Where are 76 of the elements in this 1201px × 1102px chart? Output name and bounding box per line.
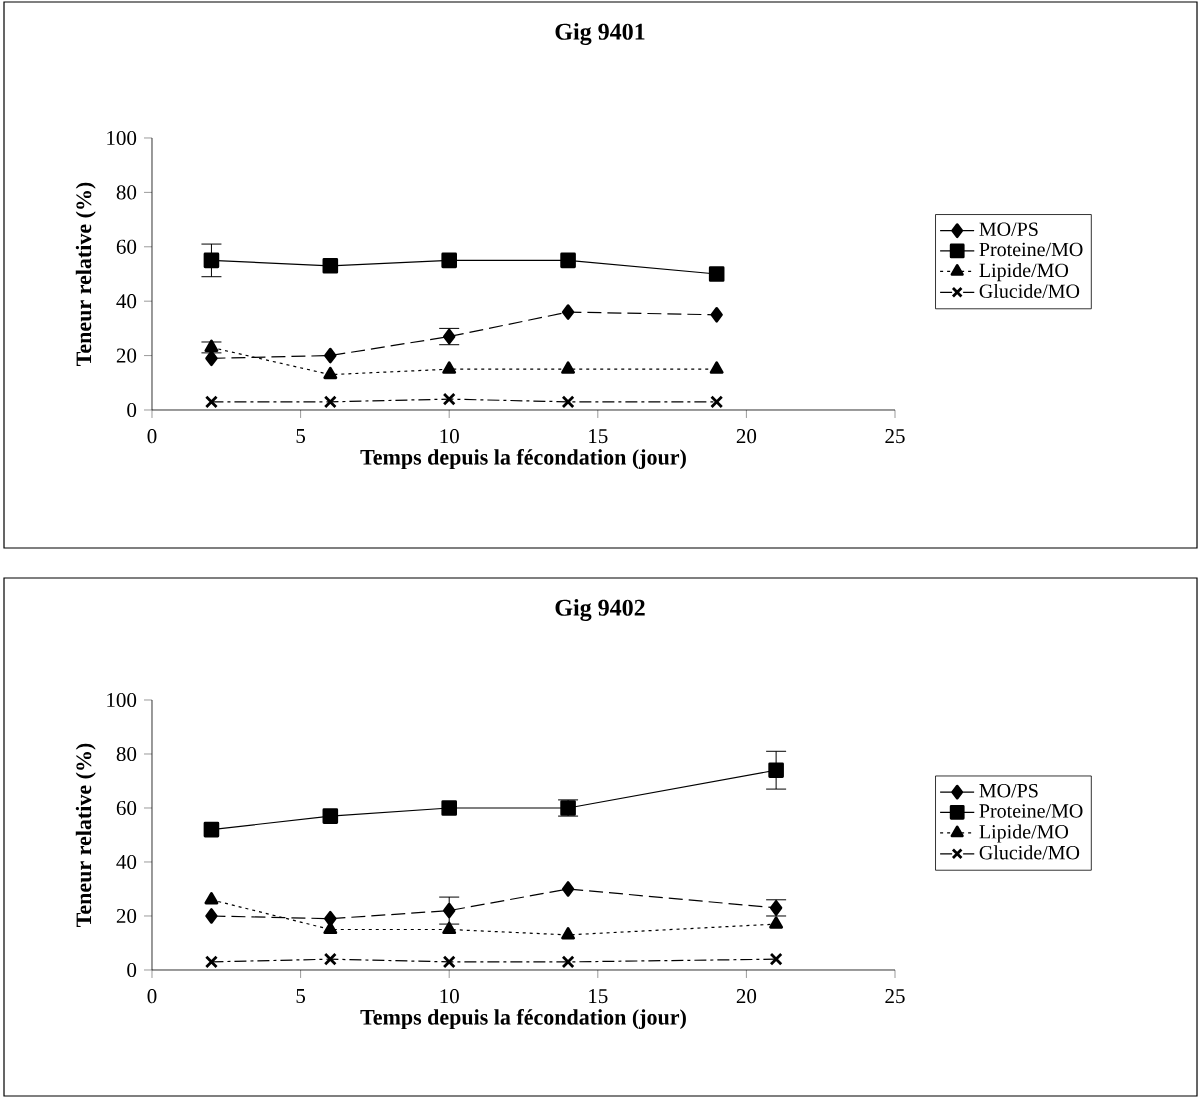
point — [442, 392, 456, 406]
point — [443, 328, 456, 345]
point — [710, 395, 724, 409]
x-tick-label: 10 — [440, 429, 459, 444]
point — [442, 955, 456, 969]
y-tick-label: 0 — [127, 402, 137, 418]
point — [324, 910, 337, 927]
legend-label: Lipide/MO — [979, 263, 1069, 282]
point — [205, 908, 218, 924]
legend-label: Proteine/MO — [979, 242, 1083, 257]
y-tick-label: 40 — [116, 854, 137, 870]
point — [768, 762, 784, 778]
x-tick-label: 25 — [885, 429, 905, 444]
x-tick-label: 5 — [296, 429, 306, 444]
y-tick-label: 60 — [116, 239, 137, 254]
point — [323, 952, 337, 966]
point — [769, 952, 783, 966]
point — [710, 306, 723, 323]
legend-label: MO/PS — [979, 783, 1038, 798]
y-tick-label: 20 — [116, 908, 137, 924]
point — [561, 361, 576, 374]
point — [203, 252, 220, 269]
y-tick-label: 40 — [116, 294, 137, 309]
point — [561, 955, 575, 969]
legend-label: MO/PS — [979, 222, 1038, 236]
point — [204, 395, 218, 409]
point — [708, 266, 725, 282]
y-tick-label: 60 — [116, 800, 137, 816]
point — [204, 891, 219, 905]
x-tick-label: 15 — [589, 429, 608, 444]
y-tick-label: 100 — [107, 692, 137, 708]
point — [441, 800, 457, 816]
point — [561, 395, 575, 409]
legend-label: Lipide/MO — [979, 824, 1069, 843]
x-axis-title: Temps depuis la fécondation (jour) — [360, 1008, 686, 1030]
y-tick-label: 80 — [116, 185, 137, 200]
x-tick-label: 0 — [147, 989, 157, 1004]
point — [324, 347, 337, 364]
x-tick-label: 20 — [736, 989, 757, 1004]
x-tick-label: 0 — [147, 429, 157, 444]
point — [443, 902, 456, 919]
point — [322, 258, 339, 274]
x-tick-label: 20 — [736, 429, 757, 444]
point — [561, 927, 576, 940]
point — [560, 252, 576, 269]
point — [709, 361, 724, 374]
point — [204, 955, 218, 969]
point — [323, 395, 337, 409]
point — [769, 900, 783, 916]
point — [322, 808, 339, 824]
point — [205, 350, 218, 367]
chart-title: Gig 9401 — [555, 22, 645, 45]
legend-label: Proteine/MO — [979, 804, 1083, 818]
point — [441, 252, 457, 269]
x-axis-title: Temps depuis la fécondation (jour) — [360, 448, 686, 470]
y-tick-label: 0 — [127, 962, 137, 978]
y-tick-label: 80 — [116, 746, 137, 762]
point — [323, 366, 338, 380]
point — [769, 916, 784, 929]
chart-title: Gig 9402 — [555, 598, 645, 621]
point — [203, 821, 220, 838]
x-tick-label: 5 — [296, 989, 306, 1004]
legend-label: Glucide/MO — [979, 283, 1080, 298]
y-axis-title: Teneur relative (%) — [75, 743, 96, 927]
x-tick-label: 25 — [885, 989, 905, 1004]
point — [442, 921, 457, 935]
y-tick-label: 100 — [107, 130, 137, 146]
x-tick-label: 15 — [589, 989, 608, 1004]
y-tick-label: 20 — [116, 348, 137, 363]
legend-label: Glucide/MO — [979, 845, 1080, 860]
point — [561, 881, 575, 897]
y-axis-title: Teneur relative (%) — [75, 182, 96, 366]
point — [442, 361, 457, 374]
point — [561, 304, 575, 320]
x-tick-label: 10 — [440, 989, 459, 1004]
point — [204, 339, 219, 353]
